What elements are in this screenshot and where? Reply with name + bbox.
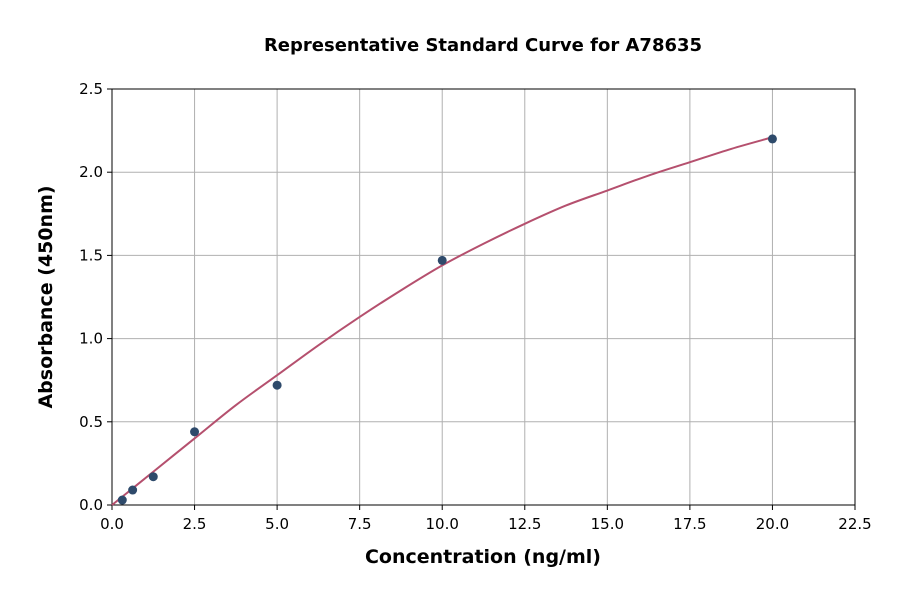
y-tick-label: 2.0: [79, 163, 103, 181]
x-tick-label: 12.5: [508, 515, 541, 533]
x-tick-label: 7.5: [348, 515, 372, 533]
chart-title: Representative Standard Curve for A78635: [264, 35, 702, 56]
data-point: [128, 485, 138, 495]
y-tick-label: 0.0: [79, 496, 103, 514]
x-tick-label: 17.5: [673, 515, 706, 533]
data-point: [272, 380, 282, 390]
plot-frame: [111, 88, 856, 506]
x-tick-label: 0.0: [100, 515, 124, 533]
x-tick-label: 10.0: [426, 515, 459, 533]
x-tick-label: 5.0: [265, 515, 289, 533]
data-point: [148, 472, 158, 482]
data-point: [117, 495, 127, 505]
x-tick-label: 15.0: [591, 515, 624, 533]
data-point: [767, 134, 777, 144]
fit-curve: [111, 136, 773, 506]
data-point: [437, 255, 447, 265]
y-tick-label: 0.5: [79, 413, 103, 431]
data-point: [190, 427, 200, 437]
y-tick-label: 1.0: [79, 330, 103, 348]
y-tick-label: 1.5: [79, 246, 103, 264]
x-tick-label: 22.5: [838, 515, 871, 533]
y-tick-label: 2.5: [79, 80, 103, 98]
y-axis-title: Absorbance (450nm): [35, 185, 57, 408]
x-axis-title: Concentration (ng/ml): [365, 546, 601, 568]
x-tick-label: 2.5: [183, 515, 207, 533]
x-tick-label: 20.0: [756, 515, 789, 533]
